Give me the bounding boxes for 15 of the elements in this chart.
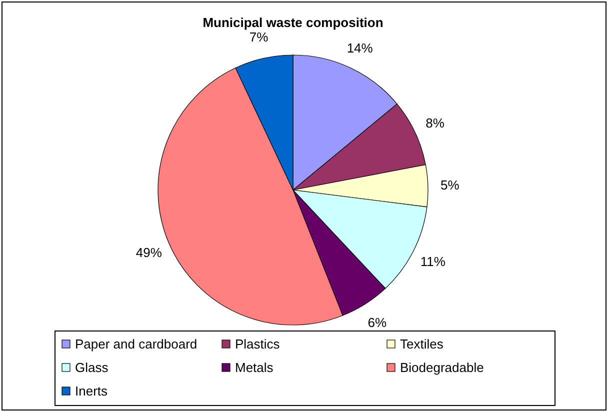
data-label: 49% bbox=[136, 244, 162, 260]
data-label: 8% bbox=[426, 116, 445, 131]
chart-title: Municipal waste composition bbox=[202, 15, 384, 30]
legend-label: Textiles bbox=[400, 336, 444, 352]
legend-label: Glass bbox=[75, 360, 109, 375]
data-label: 6% bbox=[368, 315, 387, 330]
legend-label: Plastics bbox=[235, 336, 280, 352]
data-label: 5% bbox=[440, 178, 460, 193]
data-label: 7% bbox=[249, 29, 269, 44]
legend-label: Inerts bbox=[75, 384, 108, 398]
legend-label: Metals bbox=[235, 360, 274, 375]
legend-label: Paper and cardboard bbox=[75, 336, 198, 352]
data-label: 11% bbox=[420, 254, 446, 269]
data-label: 14% bbox=[346, 40, 374, 56]
legend-label: Biodegradable bbox=[400, 360, 484, 375]
